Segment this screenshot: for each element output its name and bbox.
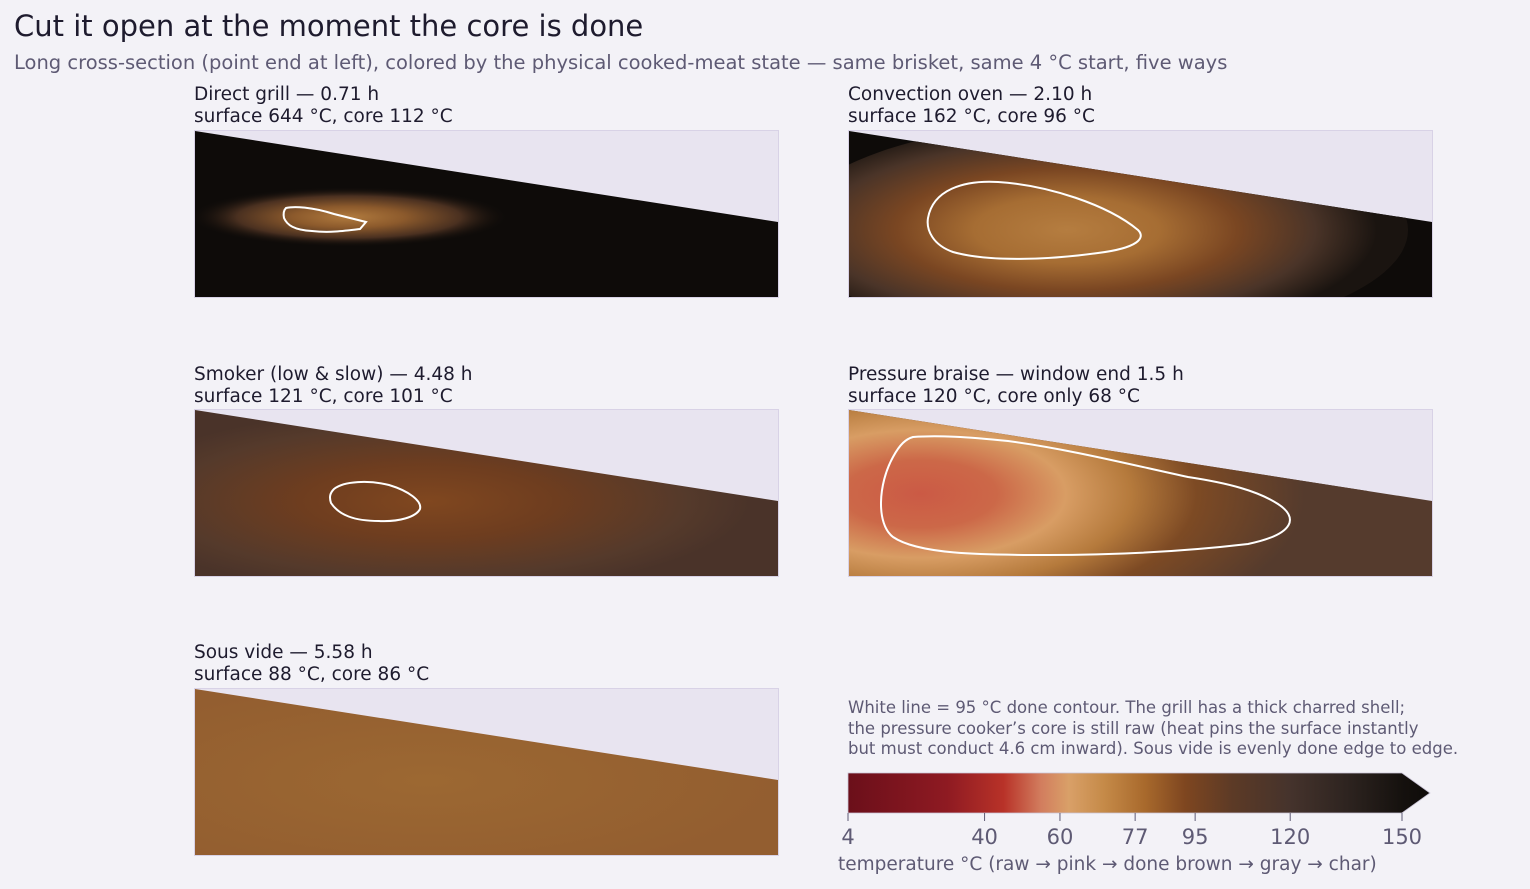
panel-pressure-heading: Pressure braise — window end 1.5 h surfa… [848,364,1184,408]
colorbar-gradient [847,772,1431,814]
panel-grill-cooked-zone [195,187,509,247]
colorbar-tick-label: 77 [1122,825,1149,849]
colorbar-label: temperature °C (raw → pink → done brown … [838,854,1377,875]
colorbar-tick-label: 40 [971,825,998,849]
panel-pressure-done-contour [880,435,1291,557]
panel-grill-title: Direct grill — 0.71 h [194,84,380,105]
colorbar-ticks: 4 40 60 77 95 120 150 [841,813,1422,849]
panel-oven-done-contour [926,180,1142,260]
colorbar-tick-label: 150 [1382,825,1422,849]
colorbar: 4 40 60 77 95 120 150 temperature °C (raw → pi… [838,772,1431,875]
panel-sousvide-stats: surface 88 °C, core 86 °C [194,664,430,685]
panel-pressure-stats: surface 120 °C, core only 68 °C [848,386,1140,407]
panel-grill-done-contour [282,206,368,233]
colorbar-tick-label: 120 [1270,825,1310,849]
colorbar-tick-label: 60 [1047,825,1074,849]
note-line: the pressure cooker’s core is still raw … [848,718,1419,738]
note-line: but must conduct 4.6 cm inward). Sous vi… [848,739,1459,759]
panel-smoker-heatmap [194,409,779,577]
panel-oven-title: Convection oven — 2.10 h [848,84,1093,105]
panel-grill-heading: Direct grill — 0.71 h surface 644 °C, co… [194,84,453,128]
annotation-note: White line = 95 °C done contour. The gri… [848,698,1458,760]
panel-oven-stats: surface 162 °C, core 96 °C [848,106,1095,127]
panel-pressure-heatmap [848,409,1433,577]
colorbar-tick-label: 4 [841,825,854,849]
panel-smoker-heading: Smoker (low & slow) — 4.48 h surface 121… [194,364,473,408]
panel-smoker-done-contour [329,480,422,523]
chart-subtitle: Long cross-section (point end at left), … [14,51,1228,74]
panel-grill-heatmap [194,130,779,298]
colorbar-tick-label: 95 [1182,825,1209,849]
panel-pressure-title: Pressure braise — window end 1.5 h [848,364,1184,385]
panel-grill-stats: surface 644 °C, core 112 °C [194,106,453,127]
note-line: White line = 95 °C done contour. The gri… [848,698,1406,717]
panel-oven-heatmap [848,130,1433,298]
panel-sousvide-heatmap [194,688,779,856]
panel-smoker-title: Smoker (low & slow) — 4.48 h [194,364,473,385]
panel-oven-heading: Convection oven — 2.10 h surface 162 °C,… [848,84,1095,128]
panel-smoker-stats: surface 121 °C, core 101 °C [194,386,453,407]
panel-sousvide-title: Sous vide — 5.58 h [194,642,373,663]
chart-title: Cut it open at the moment the core is do… [14,9,644,43]
panel-sousvide-heading: Sous vide — 5.58 h surface 88 °C, core 8… [194,642,429,686]
